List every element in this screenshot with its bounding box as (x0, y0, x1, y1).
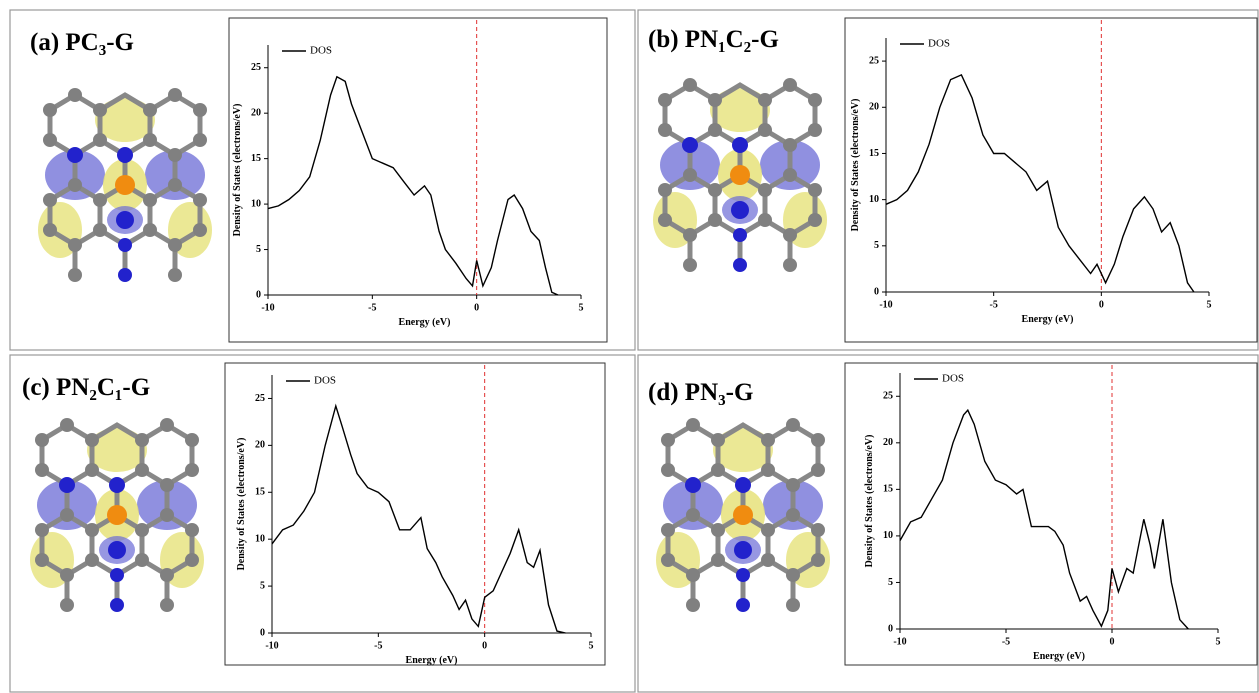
molecule-structure (30, 418, 204, 612)
panel-title: (a) PC₃-G (30, 29, 134, 56)
y-tick-label: 15 (255, 487, 265, 498)
legend-label: DOS (928, 38, 950, 50)
y-tick-label: 25 (869, 55, 879, 66)
y-tick-label: 15 (251, 153, 261, 164)
x-axis-label: Energy (eV) (399, 317, 451, 328)
panel-title: (b) PN₁C₂-G (648, 26, 779, 53)
y-tick-label: 25 (883, 391, 893, 402)
y-tick-label: 5 (260, 580, 265, 591)
panel-title: (d) PN₃-G (648, 379, 753, 406)
molecule-structure (653, 78, 827, 272)
y-tick-label: 5 (874, 240, 879, 251)
y-tick-label: 10 (869, 194, 879, 205)
chart-frame (229, 18, 607, 342)
x-tick-label: 0 (1099, 299, 1104, 310)
y-axis-label: Density of States (electrons/eV) (236, 438, 247, 571)
x-tick-label: 5 (1207, 299, 1212, 310)
y-tick-label: 0 (256, 289, 261, 300)
legend-label: DOS (314, 375, 336, 387)
x-tick-label: 0 (482, 640, 487, 651)
y-tick-label: 15 (883, 484, 893, 495)
x-tick-label: -5 (368, 302, 376, 313)
y-tick-label: 25 (251, 62, 261, 73)
y-tick-label: 20 (883, 437, 893, 448)
y-tick-label: 20 (255, 440, 265, 451)
x-tick-label: -10 (893, 636, 906, 647)
y-axis-label: Density of States (electrons/eV) (232, 104, 243, 237)
x-tick-label: 5 (579, 302, 584, 313)
y-tick-label: 0 (874, 286, 879, 297)
y-tick-label: 5 (256, 244, 261, 255)
x-axis-label: Energy (eV) (406, 655, 458, 666)
x-tick-label: 5 (589, 640, 594, 651)
y-tick-label: 0 (260, 627, 265, 638)
y-tick-label: 10 (883, 530, 893, 541)
y-axis-label: Density of States (electrons/eV) (864, 435, 875, 568)
x-axis-label: Energy (eV) (1033, 651, 1085, 662)
x-tick-label: -5 (989, 299, 997, 310)
y-axis-label: Density of States (electrons/eV) (850, 99, 861, 232)
legend-label: DOS (310, 45, 332, 57)
chart-frame (225, 363, 605, 665)
x-tick-label: 5 (1216, 636, 1221, 647)
chart-frame (845, 363, 1257, 665)
x-tick-label: -10 (261, 302, 274, 313)
molecule-structure (38, 88, 212, 282)
x-tick-label: 0 (474, 302, 479, 313)
panel-title: (c) PN₂C₁-G (22, 374, 150, 401)
legend-label: DOS (942, 373, 964, 385)
x-tick-label: -10 (879, 299, 892, 310)
y-tick-label: 5 (888, 577, 893, 588)
y-tick-label: 0 (888, 623, 893, 634)
x-tick-label: -10 (265, 640, 278, 651)
y-tick-label: 10 (251, 198, 261, 209)
x-tick-label: -5 (374, 640, 382, 651)
chart-frame (845, 18, 1257, 342)
y-tick-label: 10 (255, 533, 265, 544)
y-tick-label: 25 (255, 393, 265, 404)
x-axis-label: Energy (eV) (1022, 314, 1074, 325)
y-tick-label: 20 (251, 107, 261, 118)
y-tick-label: 20 (869, 102, 879, 113)
x-tick-label: -5 (1002, 636, 1010, 647)
x-tick-label: 0 (1110, 636, 1115, 647)
molecule-structure (656, 418, 830, 612)
y-tick-label: 15 (869, 148, 879, 159)
figure: 0 5 10 15 20 25 -10 -5 0 5 DOS Energy (eV) Density o… (0, 0, 1259, 693)
